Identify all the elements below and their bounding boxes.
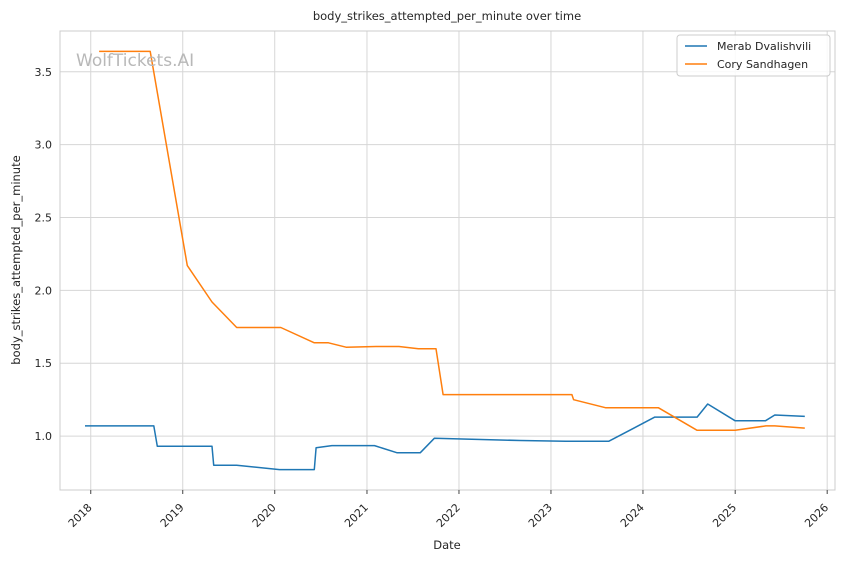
x-tick-label: 2026 (802, 501, 831, 530)
plot-area (59, 30, 836, 491)
x-tick-label: 2018 (66, 501, 95, 530)
series-line-1 (99, 50, 805, 432)
y-tick-label: 1.0 (35, 430, 53, 443)
y-axis-ticks: 1.0 1.5 2.0 2.5 3.0 3.5 (35, 66, 53, 443)
x-tick-label: 2019 (158, 501, 187, 530)
legend: Merab Dvalishvili Cory Sandhagen (676, 34, 831, 77)
legend-label: Cory Sandhagen (717, 58, 808, 71)
series-layer (85, 50, 805, 471)
legend-box (676, 34, 831, 77)
x-axis-label: Date (433, 538, 461, 552)
y-tick-label: 3.0 (35, 139, 53, 152)
y-axis-label: body_strikes_attempted_per_minute (9, 155, 23, 364)
x-tick-label: 2024 (618, 501, 647, 530)
x-tick-label: 2025 (710, 501, 739, 530)
y-tick-label: 2.0 (35, 284, 53, 297)
chart-title: body_strikes_attempted_per_minute over t… (313, 9, 581, 23)
y-tick-label: 2.5 (35, 212, 53, 225)
x-tick-label: 2020 (250, 501, 279, 530)
y-tick-label: 3.5 (35, 66, 53, 79)
x-tick-label: 2023 (526, 501, 555, 530)
grid (60, 31, 835, 490)
x-axis-ticks: 2018 2019 2020 2021 2022 2023 2024 2025 2026 (66, 490, 831, 530)
legend-label: Merab Dvalishvili (717, 40, 811, 53)
x-tick-label: 2022 (434, 501, 463, 530)
y-tick-label: 1.5 (35, 357, 53, 370)
series-line-0 (85, 403, 805, 471)
x-tick-label: 2021 (342, 501, 371, 530)
watermark-text: WolfTickets.AI (76, 51, 194, 71)
